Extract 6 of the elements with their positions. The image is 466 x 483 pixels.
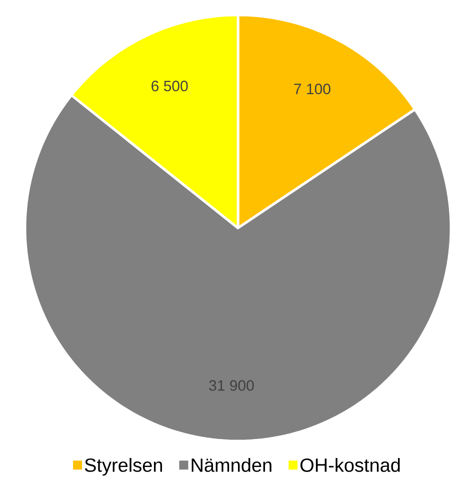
- slice-label: Nämnden: [192, 458, 272, 472]
- data-label: 31 900: [209, 380, 254, 391]
- legend-label: OH-kostnad: [300, 458, 400, 472]
- legend-label: Styrelsen: [84, 458, 162, 476]
- data-label: 7 100: [294, 84, 330, 94]
- data-label: 6 500: [152, 80, 188, 92]
